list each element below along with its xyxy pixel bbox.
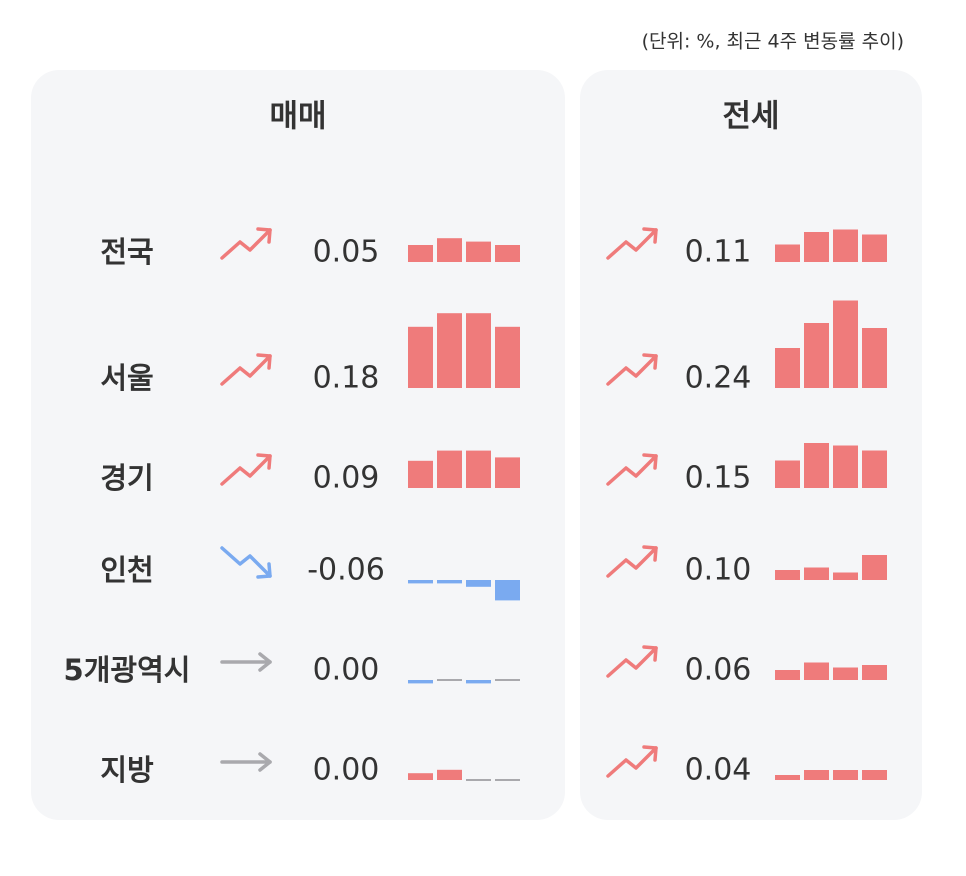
trend-bar xyxy=(437,679,462,681)
change-value: 0.09 xyxy=(313,461,380,496)
trend-bar xyxy=(833,770,858,780)
change-value: 0.24 xyxy=(685,361,752,396)
trend-bar xyxy=(466,313,491,388)
panel-title: 전세 xyxy=(722,99,779,135)
trend-bar xyxy=(466,680,491,684)
change-value: 0.04 xyxy=(685,753,752,788)
region-label: 전국 xyxy=(100,235,153,269)
trend-bar xyxy=(804,567,829,580)
trend-bar xyxy=(408,680,433,684)
trend-bar xyxy=(437,313,462,388)
trend-bar xyxy=(495,245,520,262)
trend-bar xyxy=(775,460,800,488)
trend-bar xyxy=(833,229,858,262)
trend-bar xyxy=(408,773,433,780)
trend-bar xyxy=(862,234,887,262)
trend-arrow xyxy=(220,353,272,386)
change-value: 0.00 xyxy=(313,653,380,688)
trend-bar xyxy=(466,241,491,262)
panel-title: 매매 xyxy=(269,99,326,135)
trend-arrow xyxy=(606,453,658,486)
unit-note: (단위: %, 최근 4주 변동률 추이) xyxy=(642,31,904,53)
trend-arrow xyxy=(220,453,272,486)
trend-bar xyxy=(495,326,520,388)
change-value: 0.05 xyxy=(313,235,380,270)
trend-arrow xyxy=(606,745,658,778)
trend-bar xyxy=(466,450,491,488)
trend-bar xyxy=(804,232,829,262)
trend-bar xyxy=(437,238,462,262)
trend-bar xyxy=(437,769,462,780)
region-label: 서울 xyxy=(100,361,153,395)
change-value: 0.11 xyxy=(685,235,752,270)
trend-bar xyxy=(775,244,800,262)
trend-bar xyxy=(862,450,887,488)
trend-arrow xyxy=(606,645,658,678)
region-label: 5개광역시 xyxy=(64,653,191,687)
trend-bar xyxy=(408,580,433,584)
region-label: 지방 xyxy=(100,753,154,787)
trend-bar xyxy=(804,323,829,388)
trend-bar xyxy=(408,460,433,488)
trend-bar xyxy=(466,779,491,781)
trend-arrow xyxy=(220,546,272,579)
trend-bar xyxy=(437,450,462,488)
trend-bar xyxy=(833,445,858,488)
trend-bar xyxy=(862,328,887,388)
change-value: 0.10 xyxy=(685,553,752,588)
trend-bar xyxy=(495,679,520,681)
trend-bar xyxy=(833,300,858,388)
panel-jeonse xyxy=(580,70,922,820)
trend-bar xyxy=(862,770,887,780)
trend-bar xyxy=(495,580,520,601)
trend-bar xyxy=(775,775,800,780)
trend-bar xyxy=(408,245,433,262)
trend-arrow xyxy=(606,227,658,260)
trend-bar xyxy=(775,348,800,388)
trend-bar xyxy=(775,570,800,580)
change-value: 0.18 xyxy=(313,361,380,396)
trend-bar xyxy=(775,670,800,680)
trend-bar xyxy=(495,779,520,781)
trend-bar xyxy=(862,555,887,580)
trend-arrow xyxy=(606,353,658,386)
trend-bar xyxy=(804,662,829,680)
trend-bar xyxy=(408,326,433,388)
trend-bar xyxy=(437,580,462,584)
change-value: 0.15 xyxy=(685,461,752,496)
trend-arrow xyxy=(220,752,272,772)
trend-bar xyxy=(804,770,829,780)
trend-arrow xyxy=(220,227,272,260)
trend-bar xyxy=(862,665,887,680)
change-value: 0.00 xyxy=(313,753,380,788)
trend-bar xyxy=(833,667,858,680)
trend-bar xyxy=(495,457,520,488)
trend-arrow xyxy=(606,545,658,578)
trend-bar xyxy=(804,443,829,488)
trend-bar xyxy=(466,580,491,587)
trend-arrow xyxy=(220,652,272,672)
region-label: 인천 xyxy=(100,553,153,587)
trend-bar xyxy=(833,572,858,580)
change-value: -0.06 xyxy=(307,553,385,588)
panel-sale xyxy=(31,70,565,820)
region-label: 경기 xyxy=(100,461,153,495)
change-value: 0.06 xyxy=(685,653,752,688)
